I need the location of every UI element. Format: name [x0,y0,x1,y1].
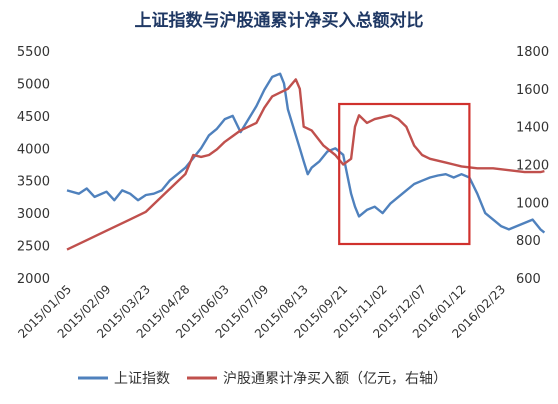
left-tick-label: 4000 [17,142,50,157]
left-tick-label: 5500 [17,45,50,60]
right-tick-label: 1800 [516,45,549,60]
right-tick-label: 800 [516,234,541,249]
left-tick-label: 3000 [17,207,50,222]
highlight-box [338,102,471,246]
right-tick-label: 1000 [516,196,549,211]
right-tick-label: 1600 [516,83,549,98]
x-axis-ticks: 2015/01/052015/02/092015/03/232015/04/28… [15,282,508,341]
series-lines [66,72,546,251]
left-axis-ticks: 2000 2500 3000 3500 4000 4500 5000 5500 [17,45,50,287]
left-tick-label: 3500 [17,175,50,190]
right-tick-label: 1400 [516,121,549,136]
left-tick-label: 5000 [17,77,50,92]
legend-label-1: 沪股通累计净买入额（亿元，右轴） [223,371,447,387]
legend: 上证指数 沪股通累计净买入额（亿元，右轴） [78,371,447,387]
left-tick-label: 2500 [17,240,50,255]
series-line-1 [66,78,545,251]
legend-label-0: 上证指数 [114,371,170,387]
left-tick-label: 4500 [17,110,50,125]
right-axis-ticks: 600 800 1000 1200 1400 1600 1800 [516,45,549,287]
right-tick-label: 600 [516,272,541,287]
chart-title: 上证指数与沪股通累计净买入总额对比 [135,10,424,31]
right-tick-label: 1200 [516,159,549,174]
left-tick-label: 2000 [17,272,50,287]
series-line-0 [66,72,546,234]
